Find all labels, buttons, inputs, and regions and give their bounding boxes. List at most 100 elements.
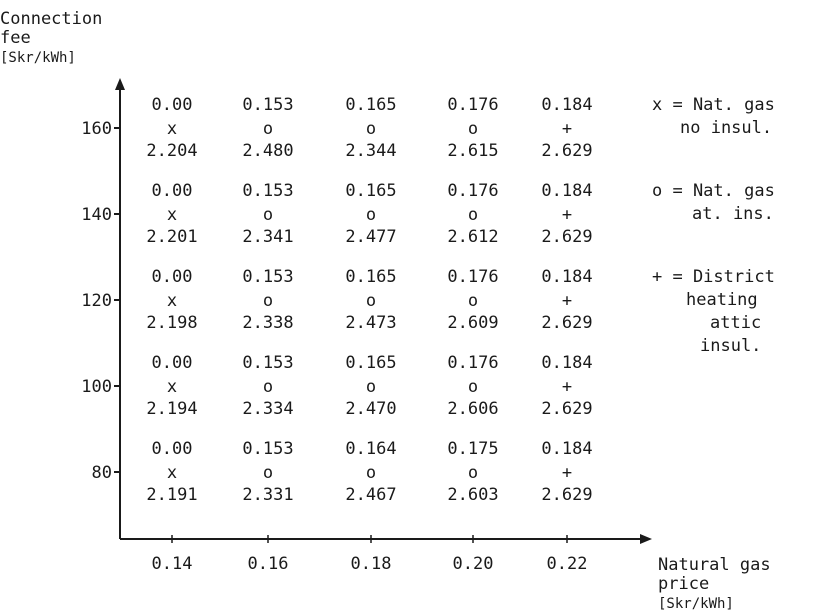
cell-top-value: 0.165 (345, 267, 396, 287)
legend-entry: at. ins. (692, 204, 774, 224)
cell-top-value: 0.00 (152, 439, 193, 459)
cell-bottom-value: 2.629 (541, 399, 592, 419)
cell-top-value: 0.00 (152, 353, 193, 373)
cell-marker: o (263, 205, 273, 225)
legend-entry: attic (710, 313, 761, 333)
legend-entry: insul. (700, 336, 761, 356)
cell-bottom-value: 2.477 (345, 227, 396, 247)
y-tick-label: 140 (81, 205, 112, 225)
cell-bottom-value: 2.470 (345, 399, 396, 419)
cell-bottom-value: 2.609 (447, 313, 498, 333)
cell-top-value: 0.00 (152, 95, 193, 115)
cell-marker: x (167, 119, 177, 139)
x-tick-label: 0.16 (248, 554, 289, 574)
cell-bottom-value: 2.341 (242, 227, 293, 247)
y-axis-label: Connection (0, 9, 102, 29)
cell-marker: o (468, 463, 478, 483)
cell-top-value: 0.176 (447, 95, 498, 115)
cell-marker: o (263, 377, 273, 397)
legend-entry: no insul. (680, 118, 772, 138)
cell-marker: + (562, 205, 572, 225)
cell-top-value: 0.184 (541, 353, 592, 373)
cell-bottom-value: 2.615 (447, 141, 498, 161)
x-axis-label: Natural gas (658, 555, 771, 575)
cell-marker: x (167, 463, 177, 483)
cell-top-value: 0.164 (345, 439, 396, 459)
cell-top-value: 0.165 (345, 181, 396, 201)
x-tick-label: 0.20 (453, 554, 494, 574)
legend-entry: heating (686, 290, 758, 310)
x-tick-label: 0.14 (152, 554, 193, 574)
cell-marker: o (468, 377, 478, 397)
cell-bottom-value: 2.606 (447, 399, 498, 419)
legend-entry: x = Nat. gas (652, 95, 775, 115)
cell-bottom-value: 2.629 (541, 141, 592, 161)
cell-top-value: 0.165 (345, 353, 396, 373)
cell-marker: o (366, 377, 376, 397)
cell-top-value: 0.153 (242, 353, 293, 373)
cell-bottom-value: 2.198 (146, 313, 197, 333)
cell-top-value: 0.165 (345, 95, 396, 115)
cell-bottom-value: 2.473 (345, 313, 396, 333)
y-axis-label: fee (0, 28, 31, 48)
y-tick-label: 100 (81, 377, 112, 397)
x-axis-arrow (640, 534, 652, 544)
cell-marker: x (167, 377, 177, 397)
cell-marker: + (562, 377, 572, 397)
cell-marker: x (167, 205, 177, 225)
x-tick-label: 0.18 (351, 554, 392, 574)
y-tick-label: 80 (92, 463, 112, 483)
cell-bottom-value: 2.204 (146, 141, 197, 161)
cell-marker: o (366, 119, 376, 139)
cell-marker: o (263, 291, 273, 311)
cell-marker: + (562, 119, 572, 139)
cell-top-value: 0.184 (541, 439, 592, 459)
cell-top-value: 0.153 (242, 267, 293, 287)
cell-top-value: 0.176 (447, 353, 498, 373)
cell-bottom-value: 2.467 (345, 485, 396, 505)
cell-marker: o (366, 463, 376, 483)
y-tick-label: 120 (81, 291, 112, 311)
y-axis-label: [Skr/kWh] (0, 50, 76, 66)
cell-marker: o (263, 119, 273, 139)
x-axis-label: [Skr/kWh] (658, 596, 734, 612)
cell-top-value: 0.00 (152, 181, 193, 201)
cell-bottom-value: 2.603 (447, 485, 498, 505)
x-axis-label: price (658, 574, 709, 594)
cell-marker: + (562, 291, 572, 311)
cell-top-value: 0.153 (242, 181, 293, 201)
cell-bottom-value: 2.191 (146, 485, 197, 505)
cell-top-value: 0.153 (242, 95, 293, 115)
cell-bottom-value: 2.629 (541, 227, 592, 247)
cell-bottom-value: 2.629 (541, 313, 592, 333)
cell-top-value: 0.184 (541, 95, 592, 115)
cell-marker: o (468, 205, 478, 225)
cell-top-value: 0.00 (152, 267, 193, 287)
legend-entry: + = District (652, 267, 775, 287)
cell-top-value: 0.176 (447, 181, 498, 201)
cell-marker: o (366, 291, 376, 311)
cell-bottom-value: 2.338 (242, 313, 293, 333)
cell-marker: o (468, 119, 478, 139)
cell-top-value: 0.153 (242, 439, 293, 459)
legend-entry: o = Nat. gas (652, 181, 775, 201)
cell-top-value: 0.175 (447, 439, 498, 459)
y-axis-arrow (115, 78, 125, 90)
cell-top-value: 0.184 (541, 267, 592, 287)
cell-bottom-value: 2.201 (146, 227, 197, 247)
cell-top-value: 0.184 (541, 181, 592, 201)
cell-bottom-value: 2.194 (146, 399, 197, 419)
cell-bottom-value: 2.629 (541, 485, 592, 505)
cell-marker: o (263, 463, 273, 483)
x-tick-label: 0.22 (547, 554, 588, 574)
cell-bottom-value: 2.334 (242, 399, 293, 419)
cell-marker: + (562, 463, 572, 483)
y-tick-label: 160 (81, 119, 112, 139)
cell-bottom-value: 2.480 (242, 141, 293, 161)
cell-bottom-value: 2.612 (447, 227, 498, 247)
cell-marker: x (167, 291, 177, 311)
cell-bottom-value: 2.331 (242, 485, 293, 505)
cell-marker: o (366, 205, 376, 225)
cell-top-value: 0.176 (447, 267, 498, 287)
